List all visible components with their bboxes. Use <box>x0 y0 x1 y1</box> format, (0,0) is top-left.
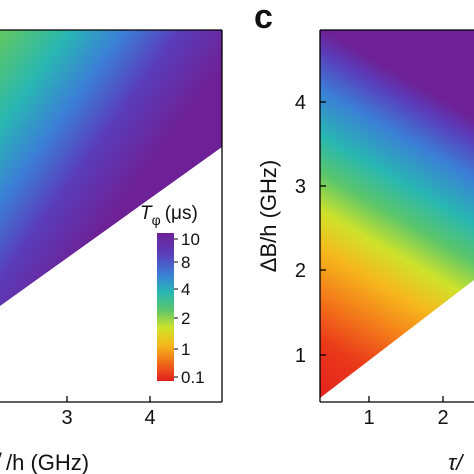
panel-c-ytick-label-2: 2 <box>295 260 306 282</box>
panel-c-ytick-label-4: 4 <box>295 92 306 114</box>
panel-c-ytick-label-3: 3 <box>295 176 306 198</box>
panel-b-axes <box>0 29 223 403</box>
panel-c-ytick-label-1: 1 <box>295 345 306 367</box>
colorbar-title-unit: (μs) <box>165 203 198 224</box>
colorbar: Tφ (μs) 10 8 4 2 1 0.1 <box>140 203 205 387</box>
panel-c-label: c <box>254 0 273 36</box>
panel-b-valid-region <box>0 30 222 306</box>
colorbar-title-symbol: T <box>140 203 153 224</box>
panel-c-axes <box>319 29 474 403</box>
panel-b <box>0 30 222 306</box>
colorbar-title: Tφ (μs) <box>140 203 198 228</box>
panel-c-xtick-label-2: 2 <box>437 407 448 429</box>
colorbar-tick-0.1: 0.1 <box>181 368 205 387</box>
panel-c-valid-region <box>320 30 474 398</box>
colorbar-tick-1: 1 <box>181 340 190 359</box>
panel-c-ylabel: ΔB/h (GHz) <box>256 160 281 272</box>
panel-c <box>320 30 474 398</box>
colorbar-bar <box>157 233 174 381</box>
panel-b-xtick-label-4: 4 <box>144 407 155 429</box>
colorbar-tick-10: 10 <box>181 230 200 249</box>
colorbar-tick-8: 8 <box>181 253 190 272</box>
colorbar-title-sub: φ <box>152 212 161 228</box>
panel-b-xtick-label-3: 3 <box>61 407 72 429</box>
panel-c-xlabel: τ/ <box>448 450 464 474</box>
panel-b-xlabel-prime: ′ <box>0 448 2 473</box>
colorbar-tick-4: 4 <box>181 280 190 299</box>
colorbar-ticks <box>174 238 178 378</box>
panel-c-xtick-label-1: 1 <box>363 407 374 429</box>
panel-b-xlabel: /h (GHz) <box>6 450 89 474</box>
colorbar-tick-2: 2 <box>181 309 190 328</box>
